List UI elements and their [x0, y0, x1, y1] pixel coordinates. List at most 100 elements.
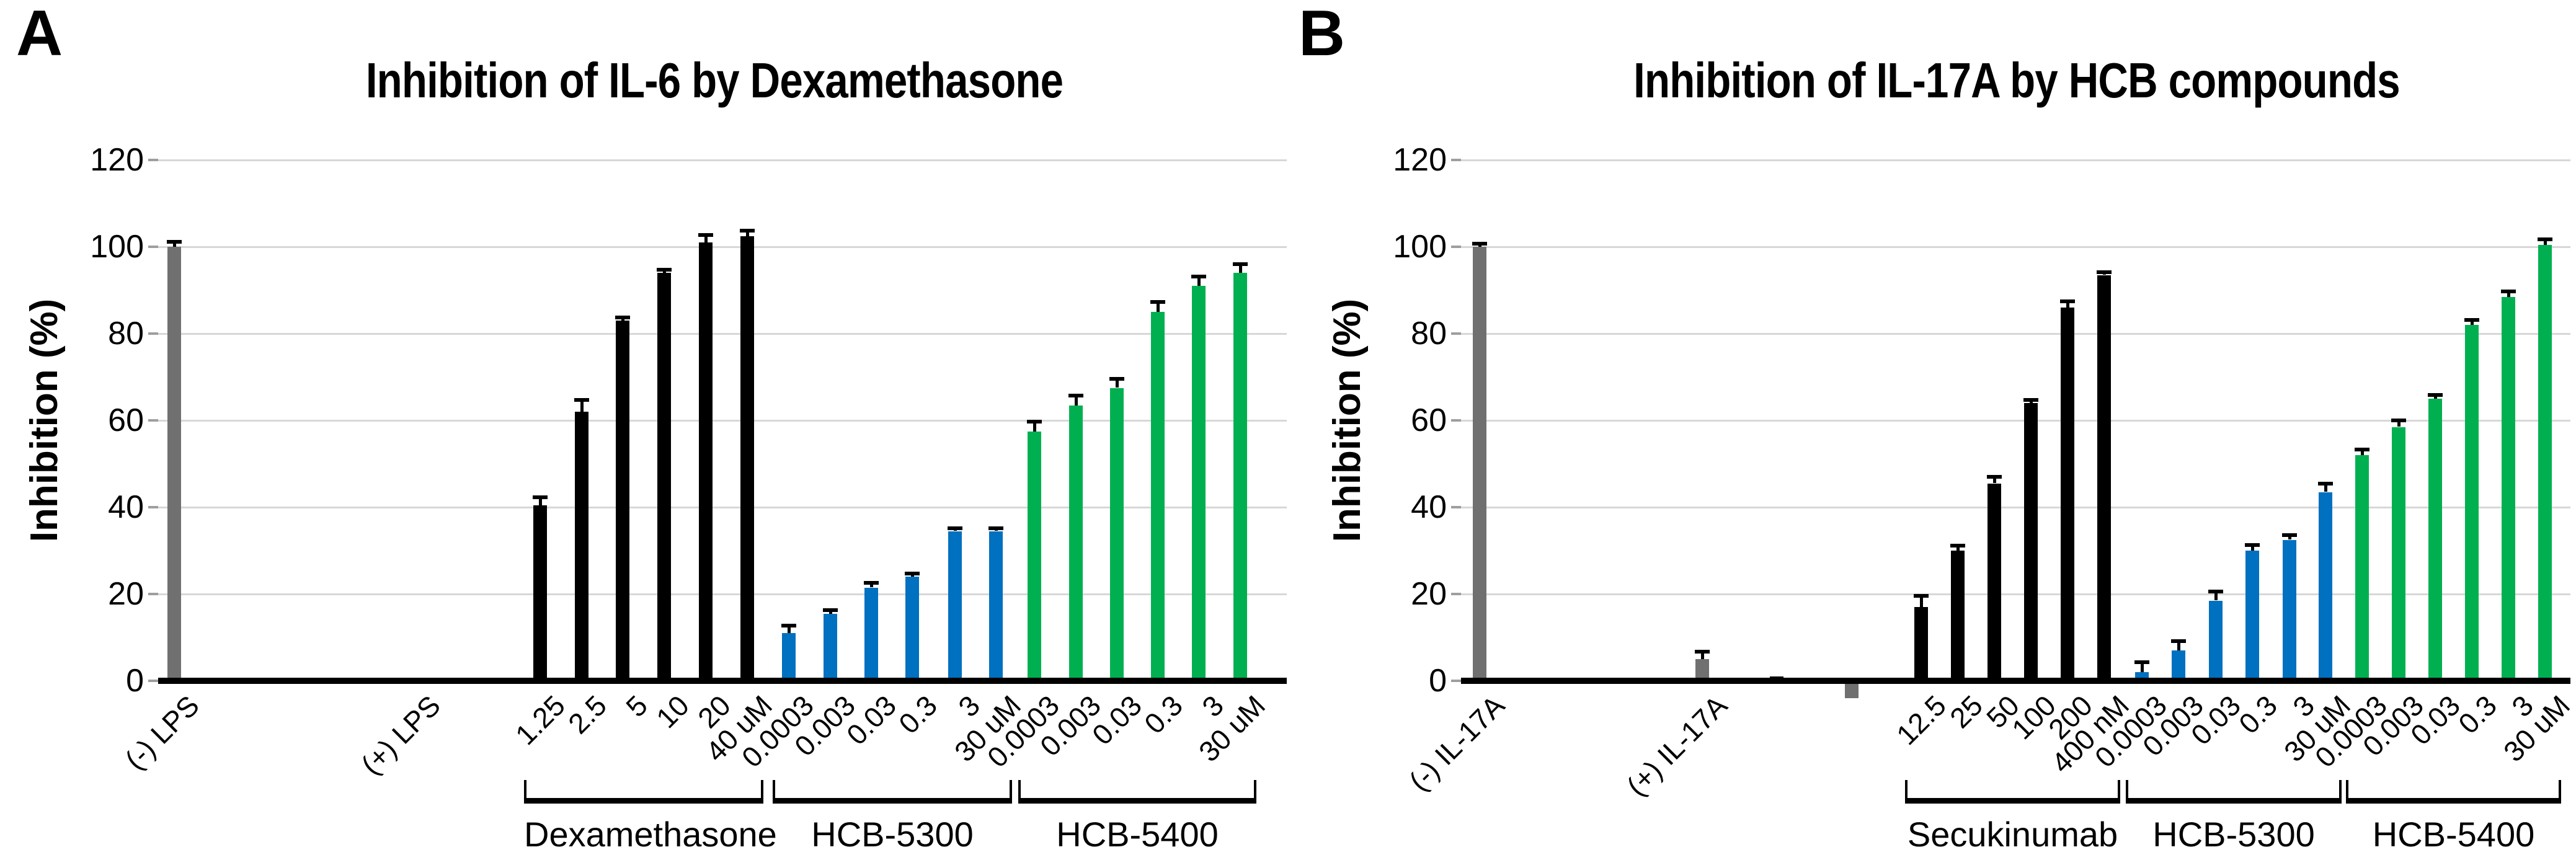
- error-bar-stem: [2471, 321, 2474, 325]
- bar-100: [2024, 403, 2038, 681]
- bar-30 uM: [2319, 492, 2332, 681]
- error-bar-stem: [2324, 484, 2327, 492]
- group-bracket: [1905, 780, 2120, 804]
- bar-0.0003: [782, 633, 796, 681]
- bar-0.003: [1069, 405, 1083, 681]
- error-bar-stem: [746, 231, 749, 236]
- gridline: [158, 333, 1287, 335]
- error-bar-stem: [2214, 592, 2218, 601]
- y-tick-mark: [1451, 593, 1461, 595]
- error-bar-cap: [1950, 544, 1965, 548]
- gridline: [1461, 159, 2570, 161]
- error-bar-stem: [829, 611, 832, 614]
- bar-(-) LPS: [167, 247, 181, 681]
- bar-400 nM: [2097, 275, 2111, 681]
- gridline: [158, 420, 1287, 422]
- error-bar-cap: [948, 526, 962, 530]
- error-bar-stem: [621, 318, 624, 321]
- error-bar-stem: [1157, 303, 1160, 312]
- bar-0.03: [864, 587, 878, 681]
- panel-letter: A: [16, 0, 63, 69]
- group-bracket: [524, 780, 763, 804]
- error-bar-cap: [2391, 419, 2406, 423]
- x-tick-label: (-) LPS: [118, 689, 206, 776]
- bar-5: [616, 321, 629, 681]
- gridline: [158, 246, 1287, 248]
- y-tick-label: 40: [108, 489, 144, 525]
- bar-10: [657, 273, 671, 681]
- error-bar-stem: [2397, 422, 2401, 427]
- bar-2.5: [575, 412, 588, 681]
- error-bar-stem: [1033, 422, 1036, 432]
- gridline: [158, 507, 1287, 508]
- error-bar-stem: [2177, 642, 2180, 650]
- error-bar-cap: [2501, 289, 2516, 293]
- y-tick-label: 20: [108, 576, 144, 612]
- y-tick-mark: [1451, 332, 1461, 335]
- error-bar-cap: [2282, 533, 2297, 537]
- y-tick-label: 100: [1393, 229, 1447, 265]
- error-bar-stem: [2141, 663, 2144, 672]
- gridline: [1461, 420, 2570, 422]
- y-tick-label: 0: [1429, 663, 1447, 699]
- error-bar-stem: [539, 499, 542, 505]
- x-axis-line: [158, 678, 1287, 684]
- y-tick-mark: [148, 332, 158, 335]
- error-bar-cap: [657, 267, 672, 272]
- bar-0.3: [905, 577, 919, 681]
- error-bar-cap: [1150, 300, 1165, 304]
- error-bar-stem: [1197, 278, 1201, 286]
- group-bracket: [773, 780, 1012, 804]
- error-bar-cap: [1233, 262, 1248, 267]
- bar-0.03: [2428, 399, 2442, 681]
- gridline: [1461, 507, 2570, 508]
- gridline: [158, 159, 1287, 161]
- error-bar-cap: [1068, 393, 1083, 397]
- bar-40 uM: [740, 236, 754, 681]
- error-bar-stem: [2544, 240, 2547, 245]
- error-bar-stem: [911, 574, 914, 577]
- error-bar-stem: [173, 243, 176, 247]
- error-bar-cap: [988, 526, 1003, 530]
- y-tick-label: 100: [90, 229, 144, 265]
- error-bar-stem: [580, 401, 584, 412]
- error-bar-cap: [574, 397, 589, 402]
- bar-30 uM: [989, 531, 1003, 681]
- group-label: HCB-5300: [811, 815, 974, 854]
- y-tick-label: 60: [1411, 402, 1447, 438]
- error-bar-cap: [2171, 639, 2186, 644]
- y-tick-mark: [148, 680, 158, 682]
- y-tick-mark: [148, 506, 158, 508]
- y-tick-mark: [148, 159, 158, 161]
- group-label: Dexamethasone: [524, 815, 777, 854]
- bar-3: [948, 531, 962, 681]
- gridline: [158, 593, 1287, 595]
- bar-(+) IL-17A: [1695, 659, 1709, 681]
- y-tick-label: 120: [90, 142, 144, 178]
- bar-20: [699, 242, 713, 681]
- error-bar-stem: [1478, 244, 1481, 247]
- bar-200: [2061, 308, 2074, 681]
- error-bar-cap: [2060, 299, 2075, 303]
- y-tick-mark: [1451, 159, 1461, 161]
- error-bar-stem: [2288, 536, 2291, 540]
- error-bar-cap: [740, 228, 755, 233]
- error-bar-cap: [2023, 398, 2038, 402]
- error-bar-stem: [788, 626, 791, 633]
- error-bar-stem: [2361, 451, 2364, 455]
- bar-3: [2502, 296, 2515, 681]
- group-bracket: [2126, 780, 2342, 804]
- group-label: Secukinumab: [1907, 815, 2118, 854]
- error-bar-cap: [533, 495, 548, 499]
- error-bar-stem: [1701, 652, 1704, 659]
- gridline: [1461, 333, 2570, 335]
- y-tick-label: 40: [1411, 489, 1447, 525]
- bar-0.3: [2465, 325, 2479, 681]
- bar-(-) IL-17A: [1473, 247, 1486, 681]
- error-bar-cap: [1987, 475, 2002, 479]
- chart-title: Inhibition of IL-17A by HCB compounds: [1633, 53, 2401, 108]
- error-bar-stem: [1116, 379, 1119, 388]
- bar-1.25: [533, 505, 547, 681]
- group-bracket: [1018, 780, 1256, 804]
- bar-0.03: [1110, 388, 1124, 681]
